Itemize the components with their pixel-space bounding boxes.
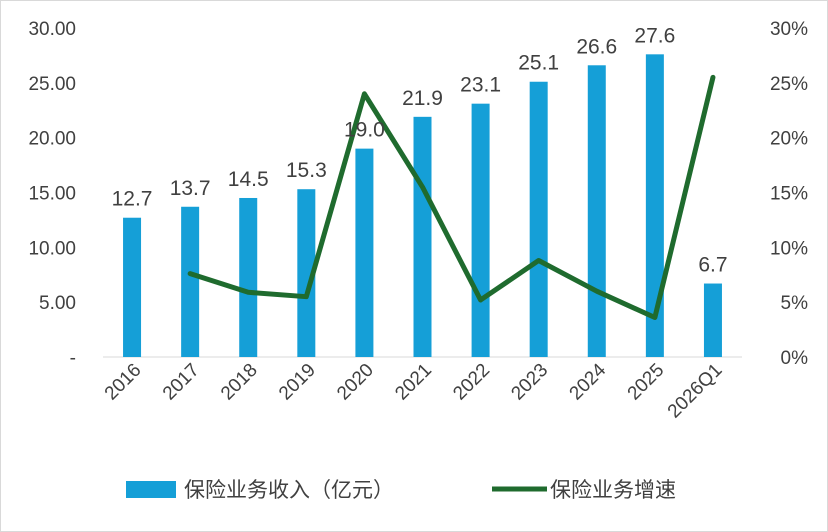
bar-data-label: 13.7 <box>170 177 211 200</box>
x-tick-label: 2021 <box>391 360 436 405</box>
bar-data-labels: 12.7 13.7 14.5 15.3 19.0 21.9 23.1 25.1 26.6 27.6… <box>112 24 728 276</box>
x-tick-label: 2020 <box>333 360 378 405</box>
x-axis: 2016 2017 2018 2019 2020 2021 2022 2023 2024 2025… <box>101 359 727 422</box>
bar <box>355 148 374 357</box>
x-tick-label: 2018 <box>217 360 262 405</box>
y-axis-left: - 5.00 10.00 15.00 20.00 25.00 30.00 <box>28 19 76 369</box>
bar <box>471 103 490 357</box>
bar-data-label: 27.6 <box>634 24 675 47</box>
x-tick-label: 2022 <box>449 360 494 405</box>
growth-line <box>187 74 716 321</box>
x-tick-label: 2017 <box>159 360 204 405</box>
bar <box>123 217 142 357</box>
y-left-tick-label: 20.00 <box>28 129 76 150</box>
x-tick-label: 2024 <box>566 359 611 404</box>
x-tick-label: 2023 <box>507 360 552 405</box>
y-right-tick-label: 5% <box>781 293 809 314</box>
y-right-tick-label: 25% <box>770 74 808 95</box>
bar <box>239 197 258 357</box>
bar <box>181 206 200 357</box>
y-left-tick-label: 25.00 <box>28 74 76 95</box>
bar-data-label: 21.9 <box>402 87 443 110</box>
bar-data-label: 19.0 <box>344 119 385 142</box>
legend-swatch-bar <box>126 481 176 498</box>
x-tick-label: 2019 <box>275 360 320 405</box>
bar <box>413 116 432 357</box>
y-left-tick-label: 15.00 <box>28 184 76 205</box>
bar <box>587 65 606 357</box>
bar-data-label: 25.1 <box>518 52 559 75</box>
legend: 保险业务收入（亿元） 保险业务增速 <box>126 479 676 502</box>
bar <box>297 189 316 357</box>
y-left-tick-label: 30.00 <box>28 19 76 40</box>
bar <box>703 283 722 357</box>
y-left-tick-label: 10.00 <box>28 238 76 259</box>
legend-label-bar: 保险业务收入（亿元） <box>184 479 394 502</box>
legend-label-line: 保险业务增速 <box>550 479 676 502</box>
bar-data-label: 26.6 <box>576 35 617 58</box>
y-right-tick-label: 0% <box>781 348 809 369</box>
x-tick-label: 2016 <box>101 360 146 405</box>
bar-data-label: 15.3 <box>286 159 327 182</box>
y-left-tick-label: 5.00 <box>39 293 76 314</box>
y-right-tick-label: 15% <box>770 184 808 205</box>
x-tick-label: 2025 <box>624 360 669 405</box>
line-series <box>187 74 716 321</box>
y-right-tick-label: 10% <box>770 238 808 259</box>
bar-data-label: 12.7 <box>112 188 153 211</box>
x-tick-label: 2026Q1 <box>664 360 727 423</box>
y-left-tick-label: - <box>70 348 76 369</box>
bar <box>529 81 548 357</box>
bar-data-label: 14.5 <box>228 168 269 191</box>
bar <box>645 54 664 357</box>
y-axis-right: 0% 5% 10% 15% 20% 25% 30% <box>770 19 808 369</box>
y-right-tick-label: 20% <box>770 129 808 150</box>
bar-data-label: 23.1 <box>460 74 501 97</box>
y-right-tick-label: 30% <box>770 19 808 40</box>
bar-data-label: 6.7 <box>698 254 727 277</box>
